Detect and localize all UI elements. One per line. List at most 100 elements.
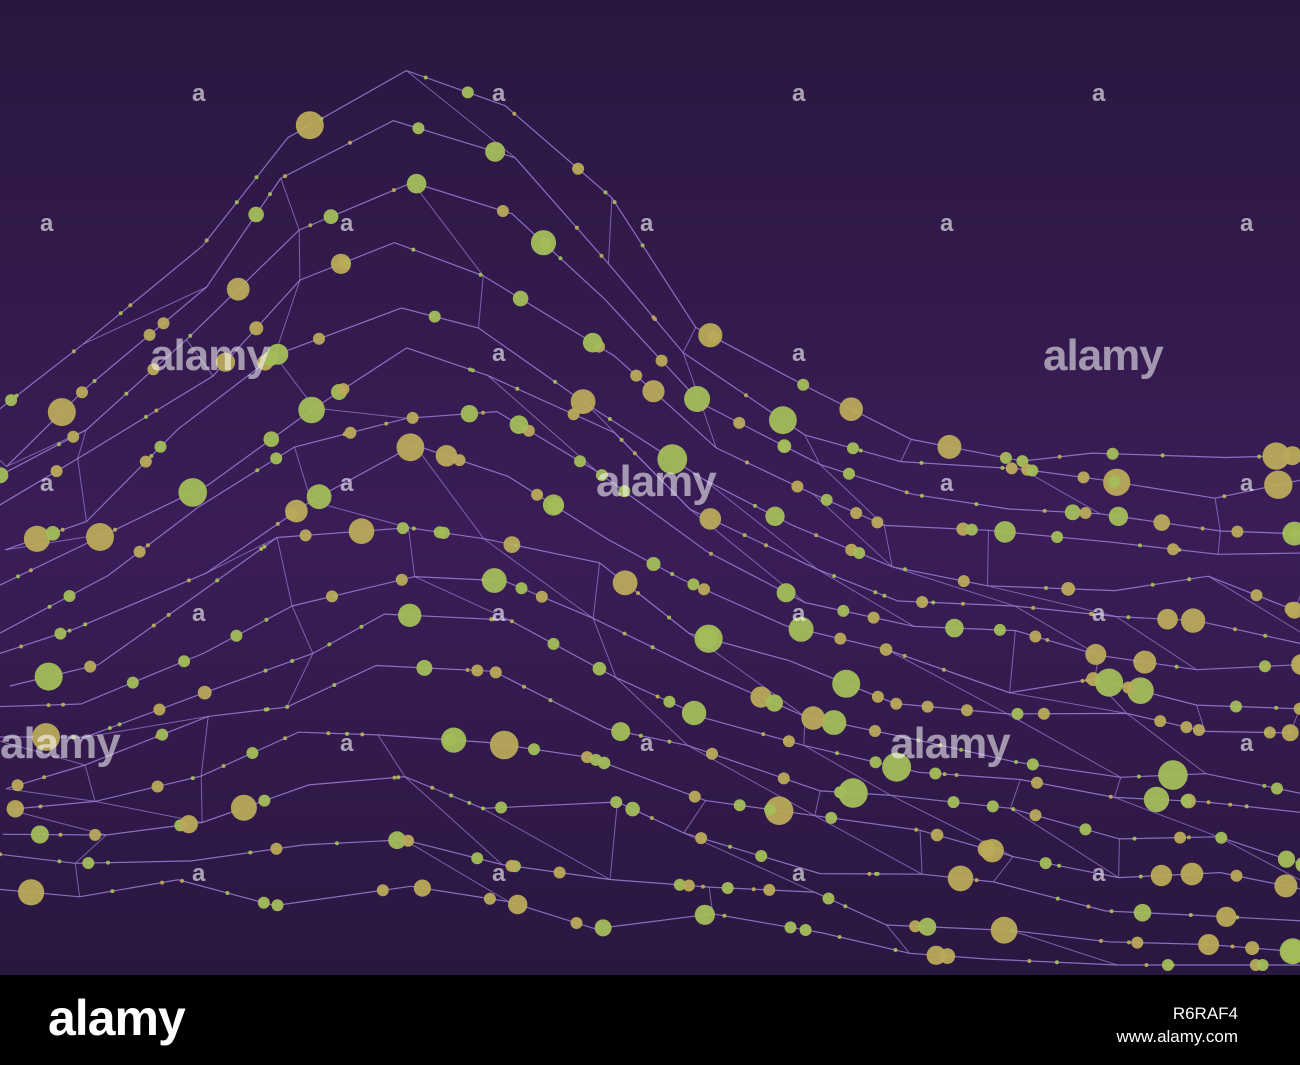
- node-dot: [503, 536, 521, 553]
- node-dot: [649, 816, 654, 820]
- node-dot: [999, 451, 1012, 464]
- node-dot: [334, 841, 339, 846]
- node-dot: [110, 889, 115, 894]
- node-dot: [597, 756, 611, 770]
- watermark-glyph: a: [792, 80, 806, 107]
- node-dot: [1109, 909, 1114, 914]
- node-dot: [871, 516, 884, 529]
- node-dot: [160, 880, 165, 885]
- node-dot: [344, 426, 357, 439]
- node-dot: [1054, 960, 1059, 965]
- node-dot: [791, 480, 804, 493]
- node-dot: [0, 852, 3, 857]
- node-dot: [263, 431, 280, 448]
- node-dot: [1256, 959, 1269, 971]
- node-dot: [931, 600, 936, 605]
- node-dot: [283, 736, 288, 741]
- wireframe-line: [0, 69, 1300, 462]
- node-dot: [1198, 934, 1220, 955]
- node-dot: [465, 668, 470, 672]
- node-dot: [262, 544, 267, 549]
- node-dot: [124, 391, 129, 396]
- node-dot: [1044, 586, 1048, 590]
- node-dot: [942, 772, 947, 777]
- node-dot: [939, 948, 956, 964]
- node-dot: [1154, 715, 1167, 728]
- node-dot: [961, 704, 973, 717]
- node-dot: [5, 394, 18, 407]
- node-dot: [1122, 681, 1135, 694]
- wireframe-line: [0, 613, 1300, 813]
- node-dot: [763, 883, 776, 896]
- node-dot: [1277, 850, 1296, 868]
- wireframe-line: [8, 731, 1300, 890]
- node-dot: [874, 871, 878, 876]
- node-dot: [188, 333, 193, 338]
- node-dot: [485, 141, 506, 162]
- watermark-glyph: a: [492, 860, 506, 887]
- node-dot: [512, 290, 529, 307]
- node-dot: [1161, 959, 1174, 971]
- node-dot: [1206, 800, 1211, 805]
- node-dot: [914, 827, 919, 832]
- node-dot: [391, 188, 396, 193]
- node-dot: [1029, 809, 1042, 822]
- node-dot: [599, 253, 604, 258]
- node-dot: [1244, 804, 1249, 809]
- node-dot: [788, 616, 814, 642]
- wireframe-link: [74, 863, 81, 897]
- node-dot: [1138, 874, 1143, 879]
- node-dot: [306, 484, 332, 510]
- node-dot: [34, 662, 63, 691]
- node-dot: [226, 277, 250, 301]
- wireframe-link: [377, 734, 406, 777]
- wireframe-link: [1114, 796, 1219, 838]
- node-dot: [765, 694, 784, 712]
- node-dot: [921, 700, 934, 713]
- node-dot: [1297, 706, 1300, 711]
- wireframe-lines: [0, 69, 1300, 966]
- node-dot: [847, 442, 859, 455]
- node-dot: [960, 601, 965, 606]
- node-dot: [313, 332, 325, 345]
- node-dot: [1088, 611, 1093, 616]
- node-dot: [249, 321, 264, 336]
- node-dot: [166, 612, 171, 617]
- node-dot: [853, 547, 866, 559]
- node-dot: [839, 397, 863, 422]
- node-dot: [392, 775, 397, 780]
- node-dot: [1011, 707, 1024, 720]
- node-dot: [151, 623, 156, 628]
- node-dot: [650, 645, 655, 650]
- node-dot: [1001, 455, 1006, 460]
- node-dot: [330, 253, 352, 274]
- node-dot: [1167, 543, 1180, 556]
- node-dot: [299, 529, 312, 542]
- node-dot: [956, 522, 970, 536]
- node-dot: [388, 831, 406, 850]
- watermark-logo: alamy: [1043, 331, 1164, 380]
- node-dot: [359, 624, 364, 629]
- node-dot: [270, 452, 283, 465]
- node-dot: [1005, 462, 1018, 475]
- watermark-glyph: a: [492, 600, 506, 627]
- node-dot: [106, 860, 110, 865]
- wireframe-link: [404, 776, 503, 865]
- node-dot: [509, 415, 529, 435]
- node-dot: [687, 578, 700, 591]
- node-dot: [1180, 862, 1204, 886]
- node-dot: [412, 122, 425, 135]
- node-dot: [610, 796, 623, 809]
- wireframe-link: [298, 229, 301, 281]
- watermark-glyph: a: [1240, 210, 1254, 237]
- wireframe-link: [1115, 616, 1197, 671]
- node-dot: [1230, 944, 1235, 949]
- node-dot: [460, 405, 479, 423]
- wireframe-link: [1208, 575, 1300, 633]
- wireframe-line: [0, 444, 1300, 710]
- node-dot: [1222, 494, 1227, 499]
- node-dot: [916, 738, 921, 743]
- node-dot: [547, 498, 564, 515]
- node-dot: [423, 75, 428, 80]
- node-dot: [513, 543, 518, 548]
